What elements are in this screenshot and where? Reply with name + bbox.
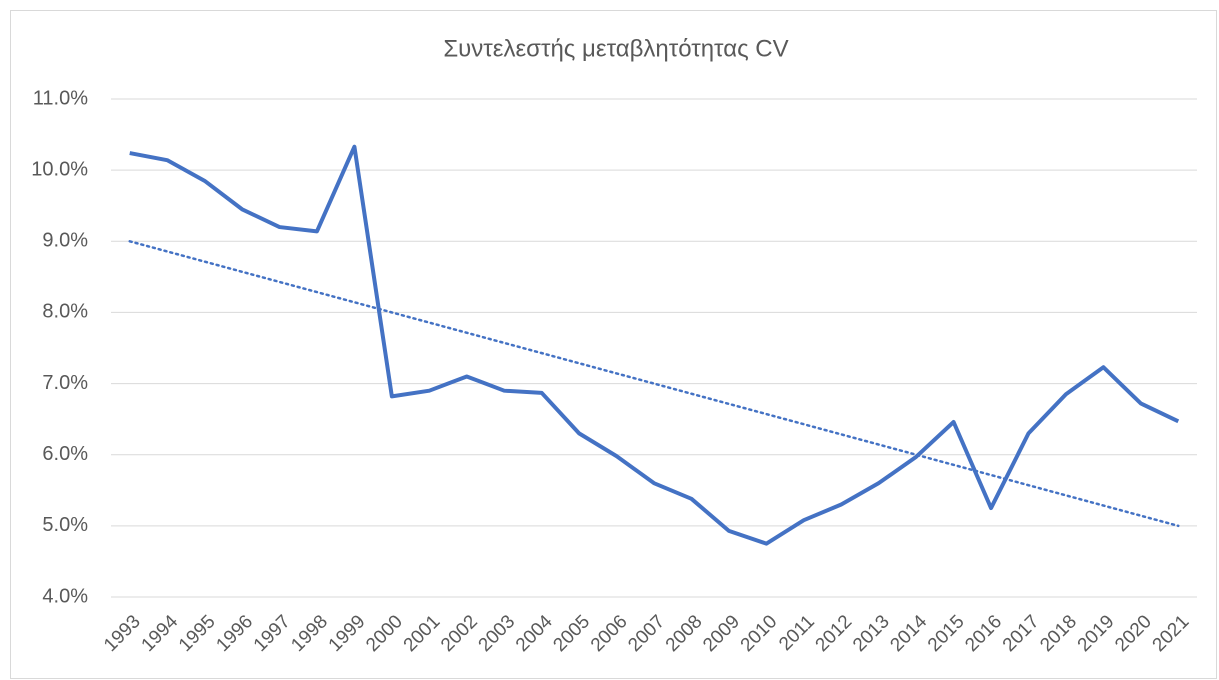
- line-series: [129, 144, 1180, 546]
- trendline: [128, 240, 1180, 528]
- chart-title: Συντελεστής μεταβλητότητας CV: [443, 35, 788, 62]
- y-tick-label: 6.0%: [42, 443, 88, 465]
- y-tick-label: 9.0%: [42, 230, 88, 252]
- y-tick-label: 4.0%: [42, 585, 88, 607]
- y-tick-label: 11.0%: [33, 87, 88, 109]
- y-tick-label: 10.0%: [31, 158, 88, 180]
- y-tick-label: 8.0%: [42, 301, 88, 323]
- y-tick-label: 5.0%: [42, 514, 88, 536]
- y-tick-label: 7.0%: [42, 372, 88, 394]
- chart-border: [10, 10, 1217, 679]
